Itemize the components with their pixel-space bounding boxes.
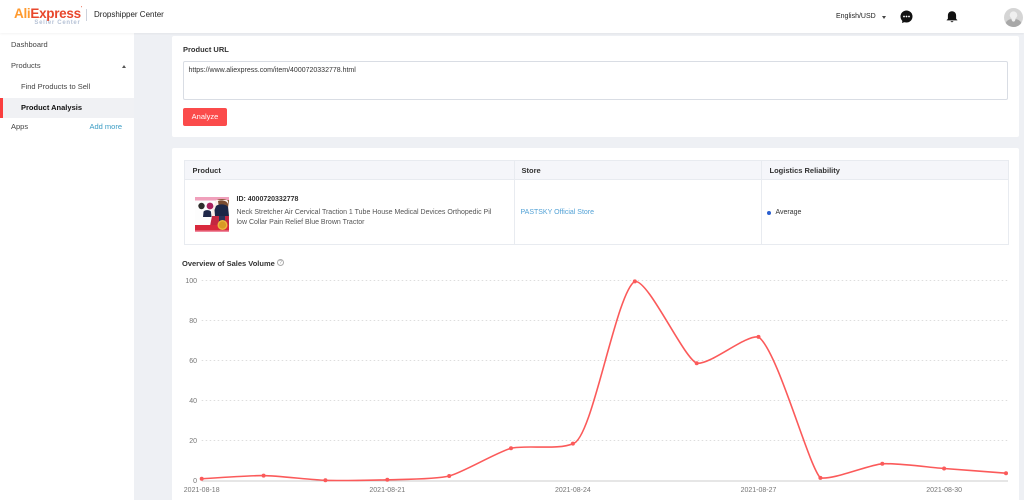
svg-text:2021-08-27: 2021-08-27 <box>741 487 777 494</box>
svg-text:40: 40 <box>189 398 197 405</box>
svg-text:2021-08-24: 2021-08-24 <box>555 487 591 494</box>
svg-text:100: 100 <box>185 278 197 285</box>
svg-text:60: 60 <box>189 358 197 365</box>
svg-text:2021-08-30: 2021-08-30 <box>926 487 962 494</box>
svg-text:20: 20 <box>189 438 197 445</box>
svg-text:80: 80 <box>189 318 197 325</box>
svg-text:0: 0 <box>193 478 197 485</box>
svg-text:2021-08-18: 2021-08-18 <box>184 487 220 494</box>
svg-text:2021-08-21: 2021-08-21 <box>369 487 405 494</box>
